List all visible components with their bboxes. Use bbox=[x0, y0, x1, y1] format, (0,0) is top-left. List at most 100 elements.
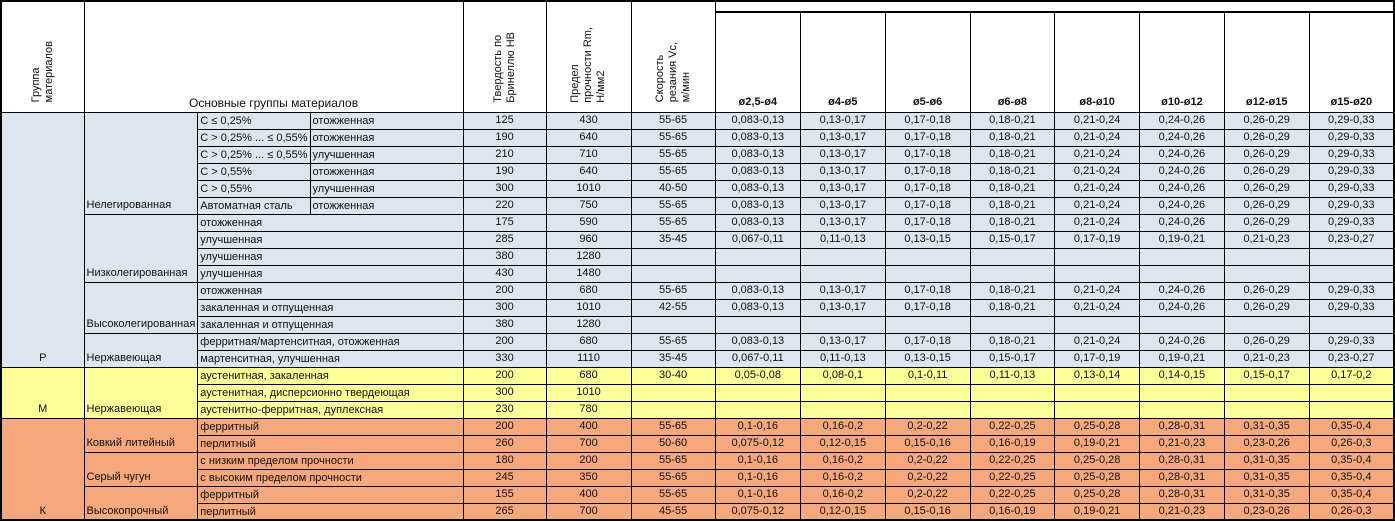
strength-cell: 640 bbox=[545, 128, 632, 147]
feed-cell-2: 0,17-0,18 bbox=[884, 162, 971, 181]
strength-cell: 350 bbox=[545, 468, 632, 487]
feed-cell-6 bbox=[1223, 315, 1310, 334]
feed-cell-7 bbox=[1308, 315, 1395, 334]
spec-cell: C > 0,55% bbox=[197, 179, 311, 198]
speed-cell: 55-65 bbox=[630, 111, 716, 130]
header-diameter-4: ø8-ø10 bbox=[1054, 11, 1141, 113]
table-row: Высоколегированная отожженная 200 680 55-65 0… bbox=[1, 281, 1395, 334]
feed-cell-2 bbox=[884, 400, 971, 419]
state-cell: улучшенная bbox=[197, 247, 464, 266]
hardness-cell: 300 bbox=[462, 383, 547, 402]
feed-cell-3: 0,22-0,25 bbox=[969, 485, 1056, 504]
feed-cell-5: 0,24-0,26 bbox=[1139, 196, 1225, 215]
group-letter-cell: К bbox=[0, 417, 85, 521]
feed-cell-0: 0,1-0,16 bbox=[714, 468, 801, 487]
feed-cell-2: 0,17-0,18 bbox=[884, 145, 971, 164]
feed-cell-5: 0,21-0,23 bbox=[1139, 502, 1225, 521]
header-diameter-7: ø15-ø20 bbox=[1308, 11, 1395, 113]
feed-cell-2: 0,17-0,18 bbox=[884, 179, 971, 198]
feed-cell-4: 0,21-0,24 bbox=[1054, 145, 1141, 164]
feed-cell-0 bbox=[714, 400, 801, 419]
feed-cell-0: 0,1-0,16 bbox=[714, 485, 801, 504]
feed-cell-7: 0,29-0,33 bbox=[1308, 298, 1395, 317]
state-cell: улучшенная bbox=[309, 179, 464, 198]
state-cell: с высоким пределом прочности bbox=[197, 468, 464, 487]
strength-cell: 960 bbox=[545, 230, 632, 249]
feed-cell-4: 0,21-0,24 bbox=[1054, 179, 1141, 198]
feed-cell-3: 0,18-0,21 bbox=[969, 128, 1056, 147]
feed-cell-3 bbox=[969, 383, 1056, 402]
feed-cell-2: 0,1-0,11 bbox=[884, 366, 971, 385]
feed-cell-4: 0,25-0,28 bbox=[1054, 417, 1141, 436]
feed-cell-5 bbox=[1139, 383, 1225, 402]
hardness-cell: 300 bbox=[462, 298, 547, 317]
feed-cell-0: 0,075-0,12 bbox=[714, 502, 801, 521]
state-cell: перлитный bbox=[197, 434, 464, 453]
state-cell: перлитный bbox=[197, 502, 464, 521]
table-row: Автоматная сталь отожженная 220 750 55-65 0,0… bbox=[1, 196, 1395, 215]
hardness-cell: 175 bbox=[462, 213, 547, 232]
table-row: аустенитная, дисперсионно твердеющая 300 1… bbox=[1, 383, 1395, 402]
feed-cell-2: 0,17-0,18 bbox=[884, 196, 971, 215]
strength-cell: 590 bbox=[545, 213, 632, 232]
state-cell: отожженная bbox=[309, 111, 464, 130]
feed-cell-4: 0,21-0,24 bbox=[1054, 196, 1141, 215]
feed-cell-6: 0,26-0,29 bbox=[1223, 162, 1310, 181]
state-cell: аустенитно-ферритная, дуплексная bbox=[197, 400, 464, 419]
feed-cell-0: 0,067-0,11 bbox=[714, 230, 801, 249]
feed-cell-6: 0,31-0,35 bbox=[1223, 485, 1310, 504]
feed-cell-3: 0,18-0,21 bbox=[969, 162, 1056, 181]
feed-cell-7: 0,35-0,4 bbox=[1308, 485, 1395, 504]
hardness-cell: 200 bbox=[462, 332, 547, 351]
speed-cell: 42-55 bbox=[630, 298, 716, 317]
spec-cell: C > 0,25% ... ≤ 0,55% bbox=[197, 145, 311, 164]
strength-cell: 430 bbox=[545, 111, 632, 130]
feed-cell-0: 0,083-0,13 bbox=[714, 332, 801, 351]
feed-cell-3: 0,22-0,25 bbox=[969, 468, 1056, 487]
group-letter-cell: М bbox=[0, 366, 85, 419]
strength-cell: 680 bbox=[545, 332, 632, 351]
strength-cell: 400 bbox=[545, 485, 632, 504]
feed-cell-6: 0,31-0,35 bbox=[1223, 417, 1310, 436]
header-main-groups-label: Основные группы материалов bbox=[189, 96, 359, 111]
table-row: C > 0,55% улучшенная 300 1010 40-50 0,083-0,1… bbox=[1, 179, 1395, 198]
state-cell: ферритный bbox=[197, 485, 464, 504]
header-diameter-2: ø5-ø6 bbox=[884, 11, 971, 113]
strength-cell: 680 bbox=[545, 366, 632, 385]
feed-cell-5: 0,24-0,26 bbox=[1139, 128, 1225, 147]
speed-cell bbox=[630, 315, 716, 334]
feed-cell-7: 0,29-0,33 bbox=[1308, 179, 1395, 198]
feed-cell-1: 0,12-0,15 bbox=[799, 502, 886, 521]
feed-cell-6: 0,26-0,29 bbox=[1223, 281, 1310, 300]
feed-cell-2: 0,17-0,18 bbox=[884, 213, 971, 232]
strength-cell: 700 bbox=[545, 434, 632, 453]
speed-cell: 55-65 bbox=[630, 281, 716, 300]
speed-cell: 35-45 bbox=[630, 349, 716, 368]
feed-cell-1: 0,13-0,17 bbox=[799, 196, 886, 215]
feed-cell-3: 0,18-0,21 bbox=[969, 332, 1056, 351]
state-cell: ферритный bbox=[197, 417, 464, 436]
table-row: с высоким пределом прочности 245 350 55-65 0… bbox=[1, 468, 1395, 487]
feed-cell-0: 0,083-0,13 bbox=[714, 145, 801, 164]
hardness-cell: 190 bbox=[462, 128, 547, 147]
feed-cell-7: 0,35-0,4 bbox=[1308, 468, 1395, 487]
table-row: перлитный 260 700 50-60 0,075-0,12 0,12-0,15 0… bbox=[1, 434, 1395, 453]
feed-cell-6: 0,26-0,29 bbox=[1223, 298, 1310, 317]
feed-cell-6: 0,26-0,29 bbox=[1223, 196, 1310, 215]
feed-cell-7: 0,26-0,3 bbox=[1308, 502, 1395, 521]
feed-cell-5: 0,24-0,26 bbox=[1139, 298, 1225, 317]
speed-cell: 35-45 bbox=[630, 230, 716, 249]
feed-cell-2 bbox=[884, 264, 971, 283]
feed-cell-3 bbox=[969, 247, 1056, 266]
table-row: Низколегированная отожженная 175 590 55-65 0,… bbox=[1, 213, 1395, 283]
table-row: К Ковкий литейный ферритный 200 400 55-65 0,1-… bbox=[0, 417, 1395, 521]
feed-cell-1 bbox=[799, 383, 886, 402]
state-cell: отожженная bbox=[309, 162, 464, 181]
speed-cell: 50-60 bbox=[630, 434, 716, 453]
hardness-cell: 230 bbox=[462, 400, 547, 419]
feed-cell-1: 0,16-0,2 bbox=[799, 468, 886, 487]
state-cell: отожженная bbox=[309, 196, 464, 215]
strength-cell: 680 bbox=[545, 281, 632, 300]
feed-cell-3: 0,22-0,25 bbox=[969, 417, 1056, 436]
table-row: улучшенная 430 1480 bbox=[1, 264, 1395, 283]
